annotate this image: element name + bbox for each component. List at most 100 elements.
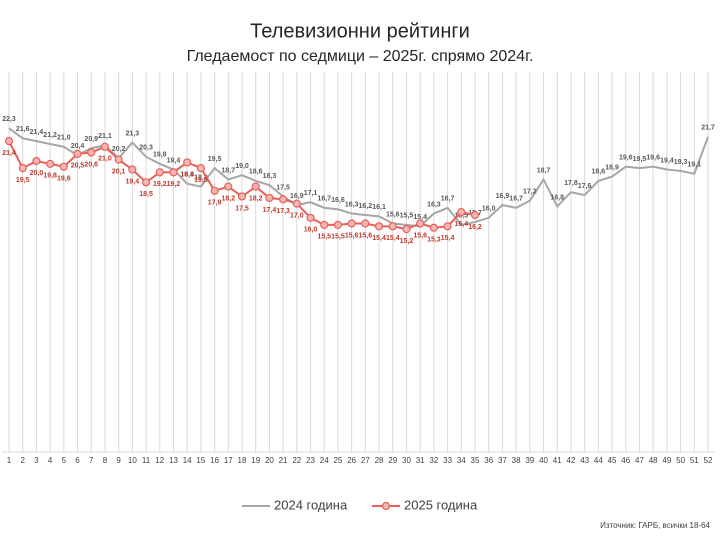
point-marker xyxy=(306,213,315,222)
data-label: 20,5 xyxy=(71,163,85,170)
data-label: 16,0 xyxy=(482,206,496,213)
x-tick-label: 7 xyxy=(89,456,94,465)
x-tick-label: 30 xyxy=(402,456,411,465)
data-label: 16,4 xyxy=(454,221,468,228)
x-tick-label: 35 xyxy=(471,456,480,465)
data-label: 19,5 xyxy=(194,177,208,184)
x-tick-label: 22 xyxy=(292,456,301,465)
data-label: 15,5 xyxy=(400,213,414,220)
point-marker xyxy=(361,219,370,228)
data-label: 19,5 xyxy=(208,156,222,163)
data-label: 19,9 xyxy=(180,171,194,178)
data-label: 21,7 xyxy=(701,125,715,132)
data-label: 21,3 xyxy=(126,130,140,137)
data-label: 20,6 xyxy=(84,161,98,168)
data-label: 20,0 xyxy=(30,170,44,177)
data-label: 16,7 xyxy=(441,196,455,203)
data-label: 18,7 xyxy=(537,167,551,174)
data-label: 19,5 xyxy=(633,156,647,163)
x-tick-label: 46 xyxy=(621,456,630,465)
data-label: 21,4 xyxy=(30,129,44,136)
x-tick-label: 26 xyxy=(347,456,356,465)
point-marker xyxy=(279,195,288,204)
data-label: 20,3 xyxy=(139,145,153,152)
x-tick-label: 16 xyxy=(210,456,219,465)
point-marker xyxy=(457,208,466,217)
data-label: 18,2 xyxy=(194,174,208,181)
x-tick-label: 17 xyxy=(224,456,233,465)
data-label: 16,3 xyxy=(345,201,359,208)
data-label: 16,3 xyxy=(427,201,441,208)
data-label: 15,4 xyxy=(386,235,400,242)
data-label: 15,6 xyxy=(359,232,373,239)
x-tick-label: 45 xyxy=(608,456,617,465)
data-label: 16,0 xyxy=(304,227,318,234)
data-label: 15,6 xyxy=(386,211,400,218)
x-tick-label: 51 xyxy=(690,456,699,465)
data-label: 18,7 xyxy=(221,167,235,174)
x-tick-label: 14 xyxy=(183,456,192,465)
x-tick-label: 8 xyxy=(103,456,108,465)
data-label: 16,6 xyxy=(331,197,345,204)
x-tick-label: 48 xyxy=(649,456,658,465)
point-marker xyxy=(73,149,82,158)
point-marker xyxy=(443,222,452,231)
x-tick-label: 21 xyxy=(279,456,288,465)
data-label: 16,2 xyxy=(468,224,482,231)
x-tick-label: 9 xyxy=(116,456,121,465)
x-tick-label: 31 xyxy=(416,456,425,465)
data-label: 15,5 xyxy=(331,234,345,241)
point-marker xyxy=(87,148,96,157)
data-label: 18,3 xyxy=(263,173,277,180)
data-label: 18,2 xyxy=(221,195,235,202)
data-label: 22,3 xyxy=(2,116,16,123)
data-label: 21,6 xyxy=(16,126,30,133)
point-marker xyxy=(128,165,137,174)
data-label: 15,4 xyxy=(441,235,455,242)
data-label: 18,4 xyxy=(180,172,194,179)
chart-title: Телевизионни рейтинги xyxy=(250,20,470,42)
data-label: 15,6 xyxy=(413,232,427,239)
series-line xyxy=(8,127,709,228)
data-label: 15,5 xyxy=(317,234,331,241)
point-marker xyxy=(155,168,164,177)
data-label: 21,4 xyxy=(2,150,16,157)
data-label: 20,2 xyxy=(112,146,126,153)
x-tick-label: 28 xyxy=(375,456,384,465)
point-marker xyxy=(333,220,343,229)
data-label: 19,4 xyxy=(660,157,674,164)
data-label: 17,9 xyxy=(208,200,222,207)
x-tick-label: 25 xyxy=(333,456,342,465)
legend-label: 2025 година xyxy=(404,497,478,512)
data-label: 18,6 xyxy=(592,169,606,176)
point-marker xyxy=(210,186,219,195)
point-marker xyxy=(347,219,356,228)
legend-label: 2024 година xyxy=(274,497,348,512)
x-tick-label: 37 xyxy=(498,456,507,465)
point-marker xyxy=(265,193,274,203)
data-label: 17,3 xyxy=(276,208,290,215)
x-tick-label: 15 xyxy=(196,456,205,465)
x-tick-label: 34 xyxy=(457,456,466,465)
data-label: 19,4 xyxy=(167,157,181,164)
x-tick-label: 29 xyxy=(388,456,397,465)
data-label: 17,5 xyxy=(276,184,290,191)
point-marker xyxy=(470,210,480,220)
x-tick-label: 41 xyxy=(553,456,562,465)
x-tick-label: 44 xyxy=(594,456,603,465)
x-tick-label: 23 xyxy=(306,456,315,465)
data-label: 17,8 xyxy=(564,180,578,187)
x-tick-label: 1 xyxy=(7,456,12,465)
x-tick-label: 2 xyxy=(20,456,25,465)
data-label: 21,1 xyxy=(98,133,112,140)
data-label: 19,4 xyxy=(126,178,140,185)
data-label: 16,1 xyxy=(372,204,386,211)
x-tick-label: 49 xyxy=(662,456,671,465)
data-label: 16,7 xyxy=(509,196,523,203)
x-tick-label: 20 xyxy=(265,456,274,465)
data-label: 19,2 xyxy=(153,181,167,188)
x-tick-label: 10 xyxy=(128,456,137,465)
data-label: 19,2 xyxy=(167,181,181,188)
point-marker xyxy=(429,223,438,232)
data-label: 19,6 xyxy=(57,176,71,183)
